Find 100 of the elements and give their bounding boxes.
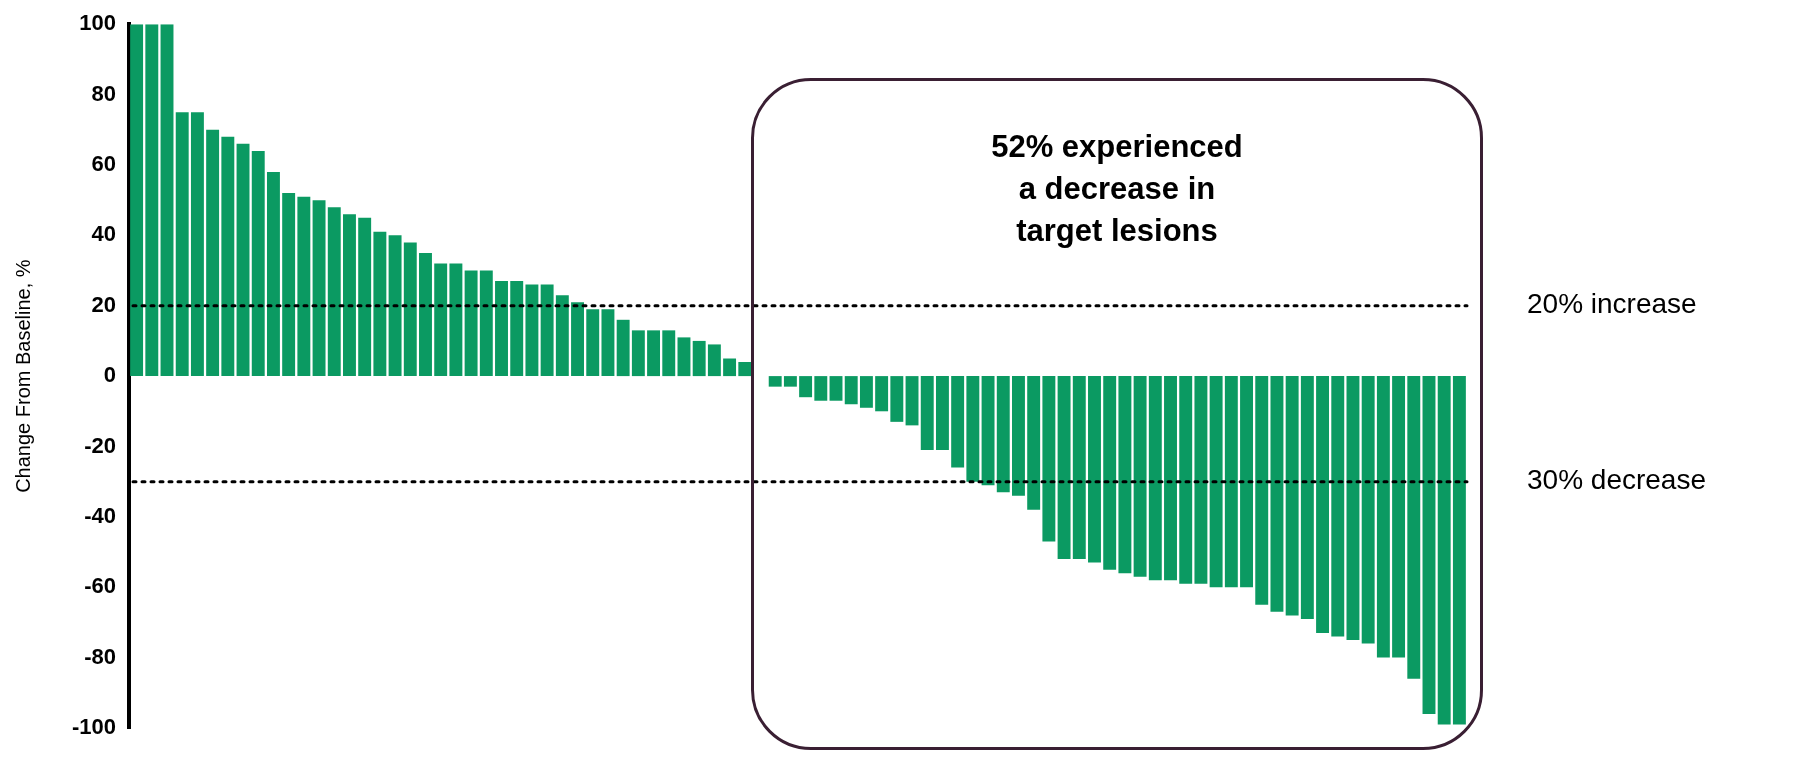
bar (327, 207, 341, 377)
bar (647, 330, 661, 377)
bar (510, 281, 524, 377)
bar (1270, 376, 1284, 612)
y-tick-label: -80 (84, 643, 116, 669)
bar (1224, 376, 1238, 588)
y-tick-label: 0 (103, 362, 116, 388)
bar (266, 172, 280, 377)
bar (479, 270, 493, 377)
bar (1452, 376, 1466, 725)
bar (920, 376, 934, 450)
bar (601, 309, 615, 377)
bar (495, 281, 508, 377)
bar (160, 24, 174, 377)
y-tick-label: -40 (84, 502, 116, 528)
bar (1148, 376, 1162, 581)
y-axis-title: Change From Baseline, % (11, 259, 34, 493)
bar (677, 337, 691, 377)
bar (981, 376, 995, 486)
bar (935, 376, 949, 450)
bar (1088, 376, 1101, 563)
bar (768, 376, 782, 387)
bar (890, 376, 904, 422)
bar (434, 263, 448, 377)
bar (1209, 376, 1223, 588)
bar (343, 214, 356, 377)
bar (951, 376, 965, 468)
bar (692, 340, 706, 377)
bar (1346, 376, 1360, 641)
bar (1012, 376, 1025, 496)
bar (145, 24, 159, 377)
y-tick-label: 40 (91, 221, 116, 247)
bar (236, 143, 250, 377)
bar (297, 196, 311, 377)
bar (1133, 376, 1147, 577)
bar (1422, 376, 1436, 714)
bar (707, 344, 721, 377)
ref-line-label: 30% decrease (1527, 464, 1707, 496)
bar (996, 376, 1010, 493)
bar (206, 129, 220, 377)
annotation: 52% experienced a decrease in target lesions (990, 128, 1244, 250)
bar (1316, 376, 1330, 633)
bar (525, 284, 539, 377)
y-tick-label: 20 (91, 291, 116, 317)
bar (616, 319, 630, 377)
bar (540, 284, 554, 377)
y-tick-label: -60 (84, 573, 116, 599)
bar (859, 376, 873, 408)
bar (571, 302, 584, 377)
bar (829, 376, 843, 401)
y-tick-label: -20 (84, 432, 116, 458)
bar (221, 136, 235, 377)
bar (388, 235, 402, 377)
bar (966, 376, 980, 482)
bar (1300, 376, 1314, 619)
bar (403, 242, 417, 377)
bar (1103, 376, 1117, 570)
bar (814, 376, 828, 401)
bar (251, 150, 265, 377)
bar (555, 295, 569, 377)
bar (1376, 376, 1390, 658)
bar (631, 330, 645, 377)
bar (373, 231, 387, 377)
bar (662, 330, 676, 377)
bar (449, 263, 463, 377)
bar (175, 112, 189, 377)
bar (1392, 376, 1406, 658)
bar (723, 358, 737, 377)
bar (586, 309, 600, 377)
bar (1240, 376, 1253, 588)
bar (1285, 376, 1299, 616)
bar (738, 362, 752, 377)
bar (419, 252, 432, 377)
bar (1057, 376, 1071, 560)
bar (1331, 376, 1345, 637)
y-tick-label: 100 (79, 10, 116, 36)
bar (783, 376, 797, 387)
bar (905, 376, 919, 426)
bar (1194, 376, 1208, 584)
bar (190, 112, 204, 377)
bar (1361, 376, 1375, 644)
ref-line-label: 20% increase (1527, 288, 1697, 320)
bar (1179, 376, 1193, 584)
y-tick-label: 80 (91, 80, 116, 106)
y-tick-label: 60 (91, 151, 116, 177)
bar (799, 376, 813, 398)
bar (282, 193, 296, 377)
bar (1164, 376, 1177, 581)
bar (312, 200, 326, 377)
bar (1027, 376, 1041, 510)
bar (1255, 376, 1269, 605)
y-tick-label: -100 (71, 714, 116, 740)
bar (1437, 376, 1451, 725)
bar (1072, 376, 1086, 560)
bar (1407, 376, 1421, 679)
bar (875, 376, 889, 412)
bar (844, 376, 858, 405)
bar (464, 270, 478, 377)
bar (1118, 376, 1132, 574)
bar (1042, 376, 1056, 542)
